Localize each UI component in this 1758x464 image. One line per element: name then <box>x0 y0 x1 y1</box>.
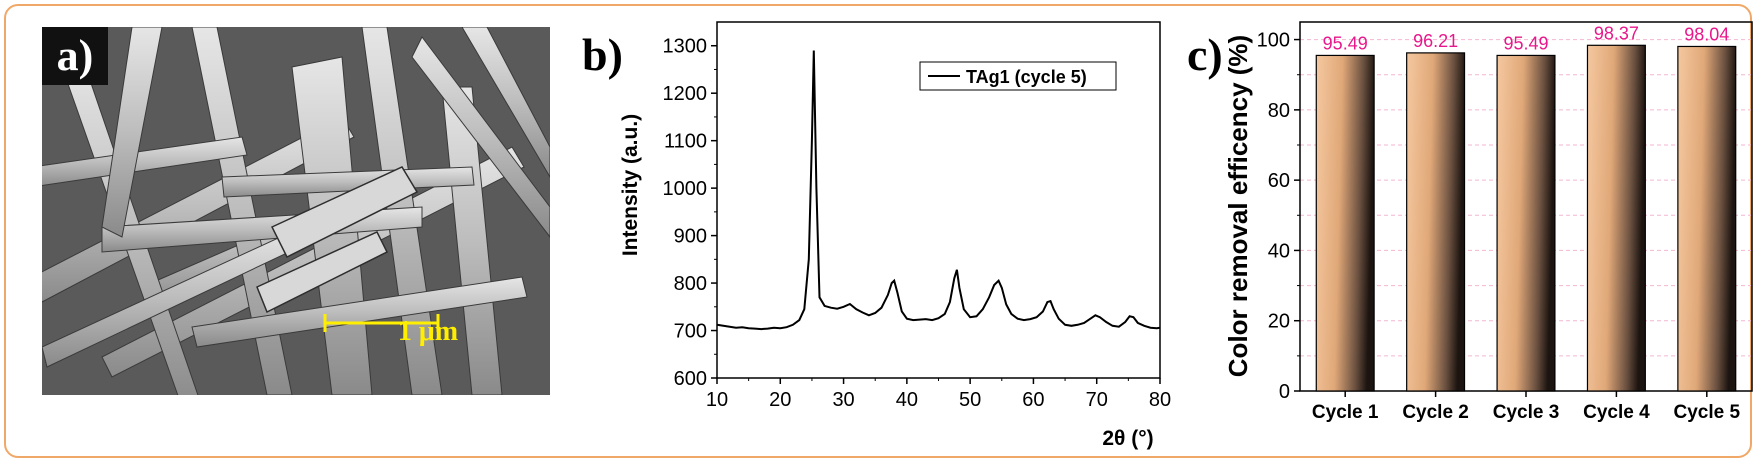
data-label: 98.04 <box>1684 24 1729 44</box>
category-label: Cycle 2 <box>1402 402 1469 423</box>
data-label: 98.37 <box>1594 23 1639 43</box>
x-tick-label: 80 <box>1149 389 1171 411</box>
y-tick-label: 0 <box>1279 381 1290 403</box>
bar <box>1586 44 1646 392</box>
x-axis-label: 2θ (°) <box>1102 427 1153 450</box>
category-label: Cycle 1 <box>1312 402 1379 423</box>
category-label: Cycle 3 <box>1493 402 1560 423</box>
x-tick-label: 30 <box>832 389 854 411</box>
panel-label-b: b) <box>582 29 623 80</box>
bar <box>1406 52 1466 392</box>
panel-label-a: a) <box>42 27 108 85</box>
bar <box>1677 45 1737 392</box>
y-axis-label: Intensity (a.u.) <box>619 114 642 256</box>
y-tick-label: 800 <box>674 273 707 295</box>
data-label: 95.49 <box>1503 33 1548 53</box>
category-label: Cycle 5 <box>1674 402 1741 423</box>
y-tick-label: 600 <box>674 368 707 390</box>
figure-frame <box>4 4 1752 458</box>
x-tick-label: 70 <box>1086 389 1108 411</box>
y-tick-label: 700 <box>674 321 707 343</box>
x-tick-label: 20 <box>769 389 791 411</box>
scale-bar-label: 1 μm <box>397 316 459 347</box>
x-tick-label: 10 <box>706 389 728 411</box>
bar <box>1496 54 1556 392</box>
y-tick-label: 1000 <box>663 178 708 200</box>
y-tick-label: 100 <box>1257 30 1290 52</box>
y-tick-label: 20 <box>1268 311 1290 333</box>
y-tick-label: 1300 <box>663 36 708 58</box>
x-tick-label: 50 <box>959 389 981 411</box>
x-tick-label: 40 <box>896 389 918 411</box>
legend-entry: TAg1 (cycle 5) <box>966 67 1087 87</box>
x-tick-label: 60 <box>1022 389 1044 411</box>
y-tick-label: 40 <box>1268 240 1290 262</box>
y-axis-label: Color removal efficency (%) <box>1223 35 1253 377</box>
series-line-tag1-cycle5 <box>716 50 1161 331</box>
data-label: 96.21 <box>1413 31 1458 51</box>
y-tick-label: 1100 <box>664 131 707 153</box>
sem-micrograph <box>42 27 550 395</box>
bar <box>1315 54 1375 392</box>
y-tick-label: 1200 <box>663 83 708 105</box>
category-label: Cycle 4 <box>1583 402 1650 423</box>
panel-label-c: c) <box>1187 29 1223 80</box>
data-label: 95.49 <box>1323 33 1368 53</box>
y-tick-label: 80 <box>1268 100 1290 122</box>
y-tick-label: 60 <box>1268 170 1290 192</box>
y-tick-label: 900 <box>674 226 707 248</box>
